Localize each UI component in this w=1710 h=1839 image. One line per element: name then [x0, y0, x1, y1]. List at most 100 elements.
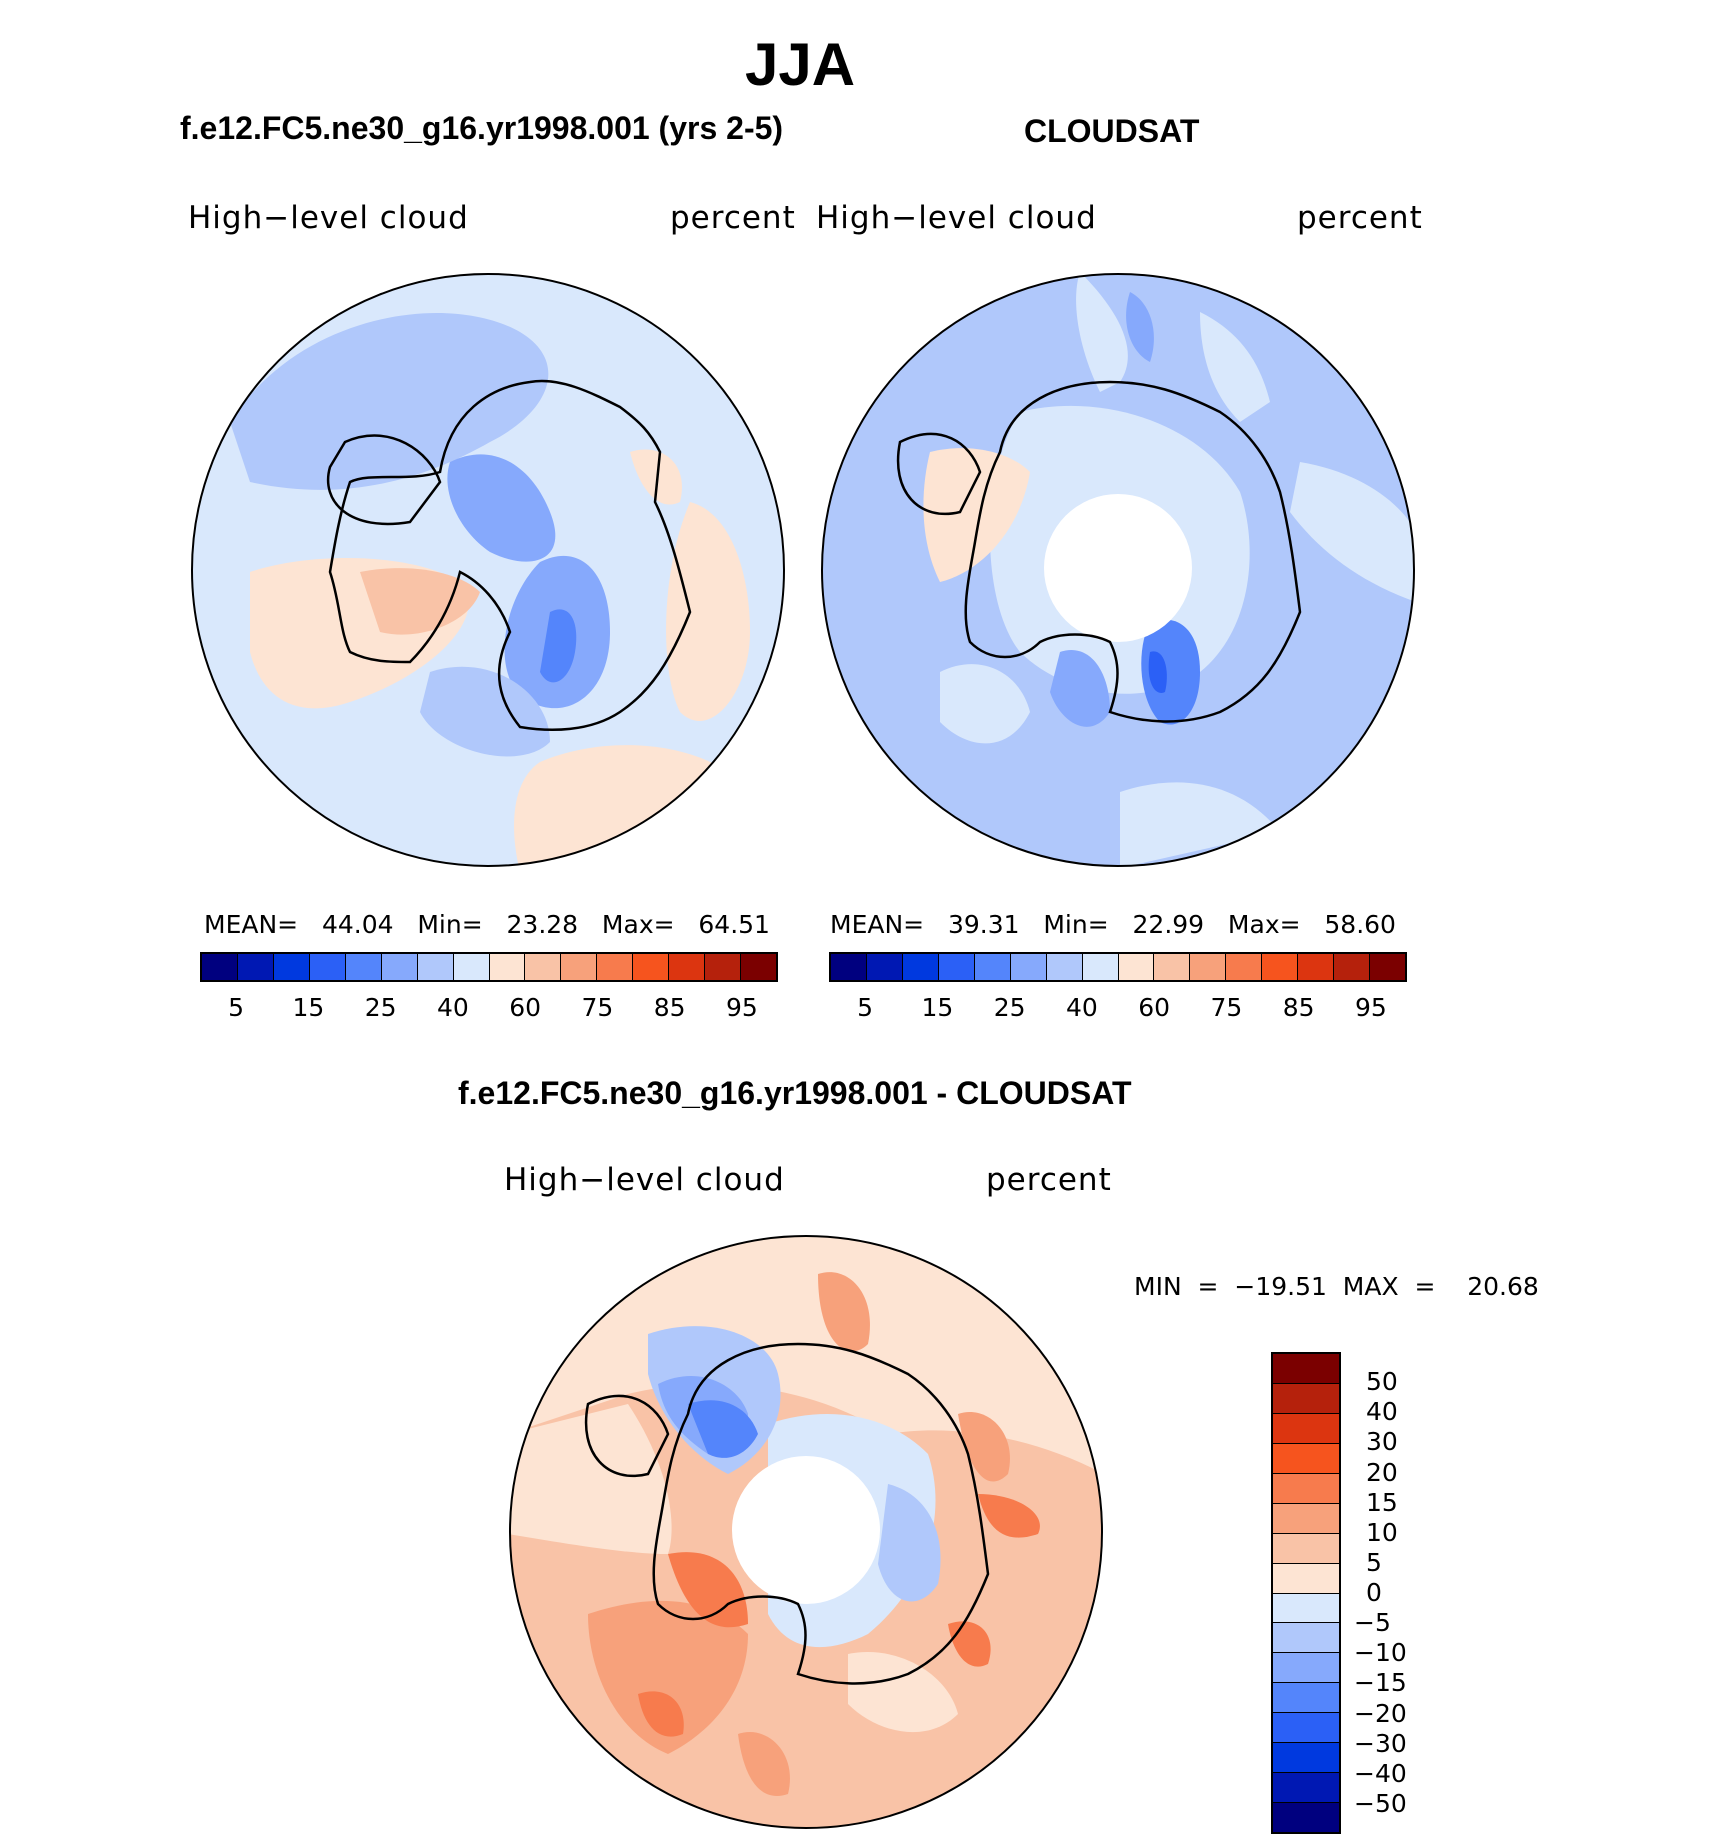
- diff-units-label: percent: [986, 1162, 1112, 1198]
- colorbar-tick-label: 25: [993, 993, 1026, 1022]
- colorbar-tick-label: 75: [1210, 993, 1243, 1022]
- colorbar-swatch: [1273, 1713, 1339, 1744]
- colorbar-swatch: [1273, 1623, 1339, 1654]
- colorbar-tick-label: 5: [228, 993, 245, 1022]
- colorbar-swatch: [1273, 1803, 1339, 1832]
- obs-variable-label: High−level cloud: [816, 200, 1097, 236]
- model-variable-label: High−level cloud: [188, 200, 469, 236]
- colorbar-tick-label: −40: [1354, 1758, 1407, 1788]
- colorbar-swatch: [1273, 1413, 1339, 1444]
- colorbar-tick-label: 40: [436, 993, 469, 1022]
- colorbar-swatch: [1046, 954, 1083, 980]
- colorbar-swatch: [237, 954, 274, 980]
- colorbar-swatch: [705, 954, 742, 980]
- colorbar-swatch: [1298, 954, 1335, 980]
- colorbar-tick-label: −50: [1354, 1788, 1407, 1818]
- colorbar-swatch: [381, 954, 418, 980]
- colorbar-swatch: [1273, 1503, 1339, 1534]
- colorbar-tick-label: 75: [581, 993, 614, 1022]
- colorbar-swatch: [974, 954, 1011, 980]
- colorbar-swatch: [1273, 1533, 1339, 1564]
- colorbar-tick-label: −10: [1354, 1638, 1407, 1668]
- model-units-label: percent: [670, 200, 796, 236]
- obs-panel-heading: CLOUDSAT: [1024, 113, 1200, 149]
- colorbar-swatch: [938, 954, 975, 980]
- model-stats: MEAN= 44.04 Min= 23.28 Max= 64.51: [204, 910, 770, 939]
- colorbar-tick-label: 20: [1366, 1457, 1398, 1487]
- diff-variable-label: High−level cloud: [504, 1162, 785, 1198]
- colorbar-swatch: [202, 954, 238, 980]
- colorbar-swatch: [1273, 1443, 1339, 1474]
- colorbar-tick-label: 95: [725, 993, 758, 1022]
- colorbar-swatch: [345, 954, 382, 980]
- diff-panel-heading: f.e12.FC5.ne30_g16.yr1998.001 - CLOUDSAT: [458, 1075, 1132, 1111]
- colorbar-tick-label: 30: [1366, 1427, 1398, 1457]
- colorbar-swatch: [1226, 954, 1263, 980]
- colorbar-swatch: [1273, 1743, 1339, 1774]
- colorbar-tick-label: 40: [1366, 1397, 1398, 1427]
- model-colorbar-ticks: 5 15 25 40 60 75 85 95: [200, 993, 778, 1025]
- colorbar-swatch: [1273, 1383, 1339, 1414]
- colorbar-swatch: [1273, 1653, 1339, 1684]
- colorbar-swatch: [866, 954, 903, 980]
- colorbar-tick-label: −30: [1354, 1728, 1407, 1758]
- model-polar-map: [191, 273, 785, 867]
- colorbar-swatch: [741, 954, 776, 980]
- obs-colorbar: [829, 952, 1407, 982]
- diff-stats: MIN = −19.51 MAX = 20.68: [1134, 1272, 1539, 1301]
- colorbar-tick-label: 85: [653, 993, 686, 1022]
- colorbar-swatch: [417, 954, 454, 980]
- colorbar-swatch: [309, 954, 346, 980]
- colorbar-swatch: [525, 954, 562, 980]
- colorbar-tick-label: 95: [1354, 993, 1387, 1022]
- diff-polar-map: [509, 1235, 1103, 1829]
- colorbar-swatch: [1273, 1563, 1339, 1594]
- colorbar-swatch: [1273, 1773, 1339, 1804]
- colorbar-swatch: [1190, 954, 1227, 980]
- colorbar-swatch: [831, 954, 867, 980]
- colorbar-tick-label: 50: [1366, 1367, 1398, 1397]
- colorbar-swatch: [1273, 1683, 1339, 1714]
- colorbar-swatch: [1082, 954, 1119, 980]
- colorbar-swatch: [1118, 954, 1155, 980]
- colorbar-tick-label: 25: [364, 993, 397, 1022]
- colorbar-swatch: [1262, 954, 1299, 980]
- obs-stats: MEAN= 39.31 Min= 22.99 Max= 58.60: [830, 910, 1396, 939]
- model-colorbar: [200, 952, 778, 982]
- colorbar-tick-label: 15: [1366, 1487, 1398, 1517]
- colorbar-swatch: [1154, 954, 1191, 980]
- diff-colorbar-ticks: 50 40 30 20 15 10 5 0 −5 −10 −15 −20 −30 −40 −50: [1354, 1352, 1454, 1834]
- colorbar-tick-label: 85: [1282, 993, 1315, 1022]
- model-panel-heading: f.e12.FC5.ne30_g16.yr1998.001 (yrs 2-5): [180, 110, 784, 146]
- colorbar-tick-label: 15: [921, 993, 954, 1022]
- colorbar-swatch: [902, 954, 939, 980]
- colorbar-swatch: [1273, 1473, 1339, 1504]
- colorbar-swatch: [489, 954, 526, 980]
- colorbar-swatch: [453, 954, 490, 980]
- colorbar-swatch: [1010, 954, 1047, 980]
- figure-title: JJA: [744, 31, 856, 98]
- colorbar-swatch: [1273, 1593, 1339, 1624]
- colorbar-tick-label: −15: [1354, 1668, 1407, 1698]
- colorbar-swatch: [633, 954, 670, 980]
- diff-colorbar: [1271, 1352, 1341, 1834]
- colorbar-tick-label: 60: [509, 993, 542, 1022]
- obs-polar-map: [821, 273, 1415, 867]
- colorbar-tick-label: 10: [1366, 1517, 1398, 1547]
- colorbar-tick-label: −20: [1354, 1698, 1407, 1728]
- colorbar-tick-label: 60: [1138, 993, 1171, 1022]
- colorbar-tick-label: 5: [857, 993, 874, 1022]
- colorbar-swatch: [1370, 954, 1405, 980]
- colorbar-tick-label: −5: [1354, 1608, 1391, 1638]
- colorbar-swatch: [1334, 954, 1371, 980]
- colorbar-tick-label: 0: [1366, 1578, 1382, 1607]
- colorbar-swatch: [669, 954, 706, 980]
- colorbar-swatch: [561, 954, 598, 980]
- colorbar-swatch: [273, 954, 310, 980]
- colorbar-swatch: [1273, 1354, 1339, 1384]
- colorbar-tick-label: 40: [1065, 993, 1098, 1022]
- colorbar-tick-label: 5: [1366, 1547, 1382, 1577]
- obs-colorbar-ticks: 5 15 25 40 60 75 85 95: [829, 993, 1407, 1025]
- colorbar-tick-label: 15: [292, 993, 325, 1022]
- colorbar-swatch: [597, 954, 634, 980]
